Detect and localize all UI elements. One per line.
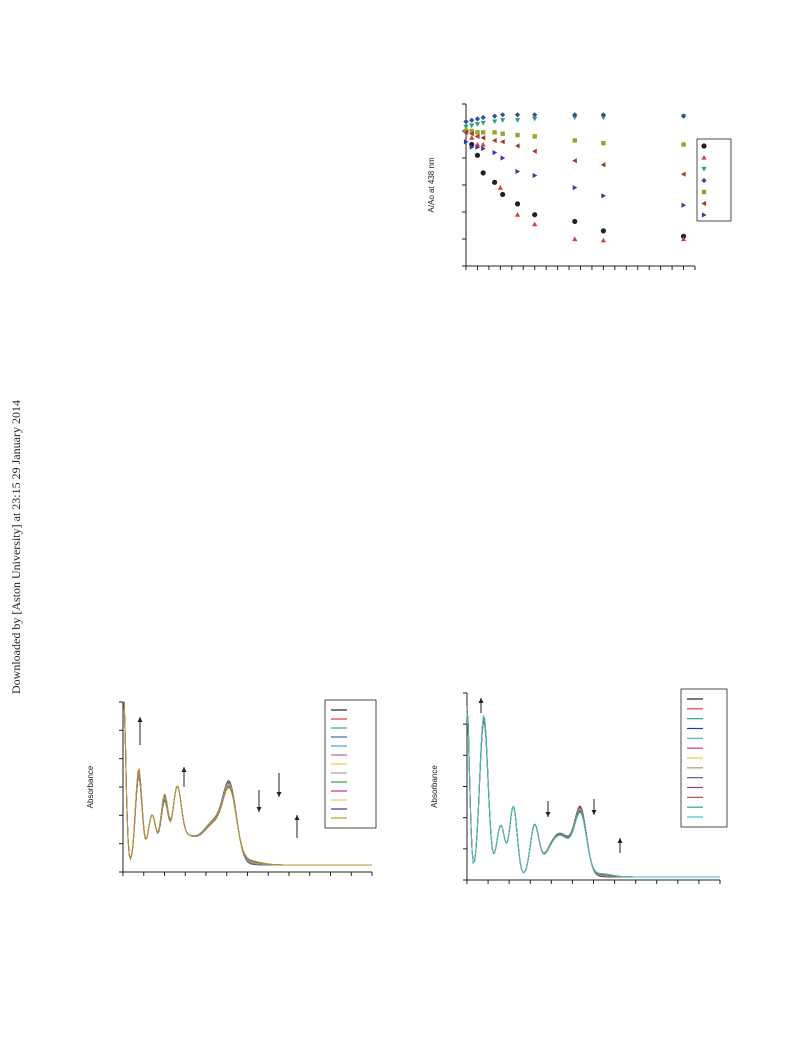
arrow-head <box>478 698 484 703</box>
data-point <box>492 130 497 135</box>
data-point <box>480 170 486 176</box>
data-point <box>680 113 687 119</box>
data-point <box>500 191 506 198</box>
data-point <box>532 112 538 118</box>
data-point <box>474 122 481 127</box>
data-point <box>480 130 486 135</box>
data-point <box>681 142 686 147</box>
arrow-head <box>181 767 187 772</box>
arrow-head <box>137 717 143 722</box>
data-point <box>474 152 481 158</box>
data-point <box>497 185 503 190</box>
data-point <box>572 138 577 143</box>
data-point <box>492 179 498 185</box>
data-point <box>469 117 475 123</box>
data-point <box>492 119 498 125</box>
data-point <box>601 140 606 146</box>
data-point <box>600 115 606 121</box>
data-point <box>680 233 687 239</box>
data-point <box>572 115 578 121</box>
data-point <box>463 124 469 130</box>
decay-scatter-chart: A/Ao at 438 nm <box>427 103 732 270</box>
data-point <box>572 185 578 191</box>
data-point <box>514 201 521 207</box>
arrow-head <box>591 810 597 815</box>
data-point <box>474 133 480 139</box>
data-point <box>475 130 480 135</box>
legend-marker <box>701 143 707 149</box>
data-point <box>463 129 469 135</box>
absorbance-spectra-right-chart: Absorbance <box>430 688 728 884</box>
data-point <box>572 236 578 242</box>
data-point <box>572 112 578 118</box>
data-point <box>492 113 498 119</box>
data-point <box>600 162 606 168</box>
data-point <box>600 112 606 118</box>
legend-marker <box>701 200 707 207</box>
data-point <box>463 118 469 125</box>
legend-marker <box>701 166 707 172</box>
data-point <box>480 141 486 147</box>
legend-marker <box>701 177 707 184</box>
data-point <box>600 228 606 234</box>
absorbance-spectra-left-chart: Absorbance <box>86 699 377 876</box>
data-point <box>492 137 497 144</box>
data-point <box>532 134 537 139</box>
data-point <box>532 116 538 122</box>
legend-marker <box>701 154 707 160</box>
data-point <box>500 139 505 145</box>
data-point <box>480 120 486 126</box>
data-point <box>514 118 521 123</box>
arrow-head <box>617 838 623 843</box>
data-point <box>492 150 498 156</box>
data-point <box>532 221 538 227</box>
arrow-head <box>256 807 262 812</box>
data-point <box>515 168 521 175</box>
data-point <box>572 158 577 164</box>
data-point <box>680 171 686 177</box>
y-axis-label: Absorbance <box>86 765 95 808</box>
data-point <box>514 143 520 149</box>
data-point <box>572 218 578 225</box>
data-point <box>474 116 481 122</box>
spectrum-line <box>466 713 720 878</box>
spectrum-line <box>123 701 372 866</box>
arrow-head <box>276 792 282 797</box>
y-axis-label: Absorbance <box>430 765 439 808</box>
data-point <box>469 123 475 129</box>
data-point <box>500 112 506 118</box>
data-point <box>475 144 481 150</box>
data-point <box>469 144 475 150</box>
legend-marker <box>701 189 707 195</box>
data-point <box>480 135 486 141</box>
data-point <box>500 155 506 161</box>
arrow-head <box>294 815 300 820</box>
data-point <box>500 118 506 123</box>
data-point <box>532 148 537 154</box>
data-point <box>601 193 606 199</box>
data-point <box>463 139 469 145</box>
data-point <box>469 135 475 140</box>
y-axis-label: A/Ao at 438 nm <box>427 157 436 212</box>
data-point <box>600 237 606 243</box>
data-point <box>515 132 520 138</box>
data-point <box>681 202 687 208</box>
data-point <box>500 131 505 136</box>
data-point <box>532 212 538 218</box>
data-point <box>514 212 521 217</box>
legend-marker <box>701 212 707 218</box>
data-point <box>469 131 474 137</box>
data-point <box>481 145 486 152</box>
data-point <box>514 112 521 118</box>
data-point <box>480 114 486 121</box>
data-point <box>680 236 687 242</box>
data-point <box>532 172 538 179</box>
arrow-head <box>545 812 551 817</box>
